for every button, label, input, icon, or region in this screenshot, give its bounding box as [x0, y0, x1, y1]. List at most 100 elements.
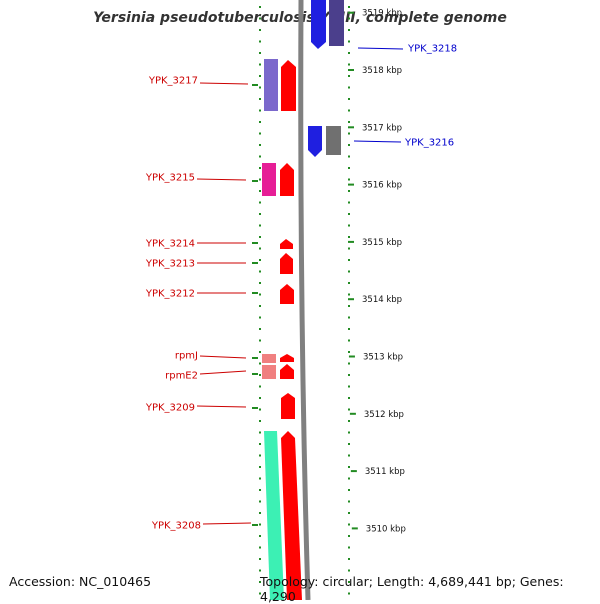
guide-dot — [348, 362, 350, 365]
gene-label[interactable]: YPK_3214 — [145, 239, 195, 250]
guide-dot — [259, 247, 261, 250]
gene-ypk-3215[interactable] — [262, 163, 294, 196]
guide-dot — [259, 109, 261, 112]
guide-dot — [348, 581, 350, 583]
gene-ypk-3217-product-box — [264, 59, 278, 111]
guide-dot — [348, 316, 350, 319]
guide-dot — [259, 569, 261, 572]
guide-dot — [348, 247, 350, 250]
guide-dot — [259, 155, 261, 158]
guide-dot — [348, 213, 350, 215]
gene-label[interactable]: YPK_3218 — [407, 44, 457, 55]
gene-label[interactable]: YPK_3209 — [145, 403, 195, 414]
gene-ypk-3212[interactable] — [280, 284, 294, 304]
guide-dot — [259, 477, 261, 480]
guide-dot — [348, 408, 350, 411]
gene-rpme2-arrow — [280, 364, 294, 379]
left-row-tick — [252, 357, 258, 359]
scale-tick-label: 3514 kbp — [362, 295, 402, 305]
guide-dot — [259, 443, 261, 445]
guide-dot — [259, 236, 261, 238]
guide-dot — [259, 431, 261, 434]
guide-dot — [348, 144, 350, 146]
gene-ypk-3218-product-box — [329, 0, 344, 46]
guide-dot — [348, 6, 350, 8]
scale-tick-label: 3517 kbp — [362, 123, 402, 133]
gene-ypk-3213[interactable] — [280, 253, 293, 274]
scale-tick-label: 3510 kbp — [366, 524, 406, 534]
guide-dot — [259, 512, 261, 514]
scale-tick-mark — [350, 470, 357, 473]
guide-dot — [259, 190, 261, 192]
gene-rpme2[interactable] — [262, 364, 294, 379]
guide-dot — [348, 339, 350, 342]
guide-dot — [348, 328, 350, 330]
left-row-tick — [252, 524, 258, 526]
guide-dot — [348, 224, 350, 227]
gene-label[interactable]: YPK_3208 — [151, 521, 201, 532]
guide-dot — [348, 305, 350, 307]
scale-tick-mark — [351, 527, 358, 530]
guide-dot — [348, 282, 350, 284]
guide-dot — [259, 293, 261, 296]
guide-dot — [348, 558, 350, 560]
gene-ypk-3208[interactable] — [264, 431, 302, 600]
gene-ypk-3216[interactable] — [308, 126, 341, 157]
gene-ypk-3214[interactable] — [280, 239, 293, 249]
guide-dot — [348, 385, 350, 388]
guide-dot — [259, 339, 261, 342]
guide-dot — [348, 546, 350, 549]
guide-dot — [348, 259, 350, 261]
gene-ypk-3216-product-box — [326, 126, 341, 155]
guide-dot — [259, 408, 261, 411]
guide-dot — [348, 454, 350, 457]
guide-dot — [259, 546, 261, 549]
chromosome-backbone — [298, 0, 311, 600]
guide-dot — [259, 29, 261, 31]
guide-dot — [348, 63, 350, 66]
gene-rpme2-product-box — [262, 365, 276, 379]
guide-dot — [348, 477, 350, 480]
gene-ypk-3217-arrow — [281, 60, 296, 111]
guide-dot — [259, 201, 261, 204]
gene-label[interactable]: rpmE2 — [165, 371, 198, 382]
gene-ypk-3209[interactable] — [281, 393, 295, 419]
guide-dot — [348, 512, 350, 514]
gene-ypk-3215-arrow — [280, 163, 294, 196]
gene-label[interactable]: YPK_3215 — [145, 173, 195, 184]
guide-dot — [348, 236, 350, 238]
guide-dot — [259, 558, 261, 560]
guide-dot — [259, 523, 261, 526]
gene-ypk-3217[interactable] — [264, 59, 296, 111]
gene-rpmj[interactable] — [262, 354, 294, 363]
guide-dot — [348, 29, 350, 31]
guide-dot — [348, 52, 350, 54]
gene-label[interactable]: YPK_3216 — [404, 138, 454, 149]
left-row-tick — [252, 242, 258, 244]
accession-text: Accession: NC_010465 — [9, 574, 152, 589]
gene-ypk-3208-arrow — [281, 431, 302, 600]
gene-ypk-3216-arrow — [308, 126, 322, 157]
gene-label[interactable]: rpmJ — [175, 351, 198, 362]
left-row-tick — [252, 407, 258, 409]
guide-dot — [348, 270, 350, 273]
gene-label[interactable]: YPK_3217 — [148, 76, 198, 87]
label-leader-line — [196, 405, 247, 408]
guide-dot — [259, 328, 261, 330]
gene-ypk-3218[interactable] — [311, 0, 344, 49]
left-row-tick — [252, 292, 258, 294]
guide-dot — [259, 52, 261, 54]
label-leader-line — [199, 370, 247, 375]
guide-dot — [259, 316, 261, 319]
guide-dot — [348, 121, 350, 123]
gene-label[interactable]: YPK_3212 — [145, 289, 195, 300]
scale-tick-mark — [348, 69, 354, 71]
guide-dot — [259, 454, 261, 457]
gene-label[interactable]: YPK_3213 — [145, 259, 195, 270]
guide-dot — [348, 167, 350, 169]
scale-tick-label: 3515 kbp — [362, 238, 402, 248]
guide-dot — [259, 282, 261, 284]
gene-rpmj-arrow — [280, 354, 294, 362]
guide-dot — [259, 362, 261, 365]
